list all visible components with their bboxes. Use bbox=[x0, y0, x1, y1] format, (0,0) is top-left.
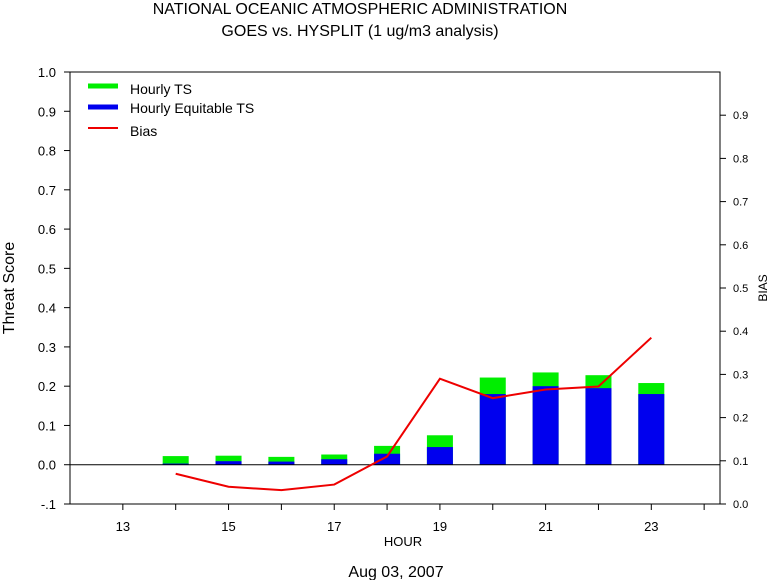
y-left-tick-label: 0.2 bbox=[38, 379, 56, 394]
x-tick-label: 21 bbox=[538, 519, 552, 534]
bar-ets bbox=[374, 453, 401, 465]
y-right-tick-label: 0.9 bbox=[733, 110, 748, 122]
bar-ets bbox=[426, 447, 453, 465]
bar-ets bbox=[638, 394, 665, 465]
y-right-tick-label: 0.7 bbox=[733, 197, 748, 209]
bar-ts bbox=[268, 456, 295, 465]
y-right-tick-label: 0.3 bbox=[733, 369, 748, 381]
bar-ets bbox=[532, 386, 559, 465]
y-left-tick-label: 0.4 bbox=[38, 301, 56, 316]
y-right-tick-label: 0.1 bbox=[733, 456, 748, 468]
y-left-tick-label: 0.1 bbox=[38, 418, 56, 433]
x-tick-label: 23 bbox=[644, 519, 658, 534]
bar-ets bbox=[268, 461, 295, 465]
y-left-tick-label: 0.9 bbox=[38, 104, 56, 119]
x-tick-label: 15 bbox=[221, 519, 235, 534]
bar-ets bbox=[479, 394, 506, 465]
y-axis-left-label: Threat Score bbox=[1, 242, 18, 335]
x-tick-label: 13 bbox=[116, 519, 130, 534]
date-label: Aug 03, 2007 bbox=[348, 564, 443, 580]
y-left-tick-label: 0.7 bbox=[38, 183, 56, 198]
plot-frame bbox=[69, 71, 721, 505]
y-right-tick-label: 0.5 bbox=[733, 283, 748, 295]
x-tick-label: 17 bbox=[327, 519, 341, 534]
y-right-tick-label: 0.8 bbox=[733, 153, 748, 165]
x-tick-label: 19 bbox=[433, 519, 447, 534]
y-left-tick-label: 0.8 bbox=[38, 144, 56, 159]
bar-ts bbox=[215, 455, 242, 465]
bars-group bbox=[162, 372, 665, 465]
bias-line bbox=[175, 336, 652, 492]
y-left-tick-label: 0.3 bbox=[38, 340, 56, 355]
y-left-tick-label: 1.0 bbox=[38, 65, 56, 80]
y-left-tick-label: 0.6 bbox=[38, 222, 56, 237]
legend-label-ts: Hourly TS bbox=[130, 81, 192, 97]
chart-subtitle: GOES vs. HYSPLIT (1 ug/m3 analysis) bbox=[221, 23, 498, 40]
bar-ets bbox=[321, 459, 348, 465]
bar-ets bbox=[162, 463, 189, 465]
bar-ets bbox=[215, 461, 242, 465]
y-axis-right-label: BIAS bbox=[756, 274, 767, 301]
y-right-tick-label: 0.0 bbox=[733, 499, 748, 511]
bar-ts bbox=[162, 456, 189, 465]
x-axis-label: HOUR bbox=[384, 534, 422, 549]
legend-label-ets: Hourly Equitable TS bbox=[130, 100, 254, 116]
bar-ets bbox=[585, 388, 612, 465]
y-left-tick-label: 0.5 bbox=[38, 261, 56, 276]
legend: Hourly TS Hourly Equitable TS Bias bbox=[88, 81, 254, 139]
y-right-tick-label: 0.6 bbox=[733, 240, 748, 252]
axes-group: -.1 0.0 0.1 0.2 0.3 0.4 0.5 0.6 0.7 0.8 0.9 1.0 0.0 0… bbox=[38, 65, 748, 534]
y-right-tick-label: 0.2 bbox=[733, 413, 748, 425]
chart-title: NATIONAL OCEANIC ATMOSPHERIC ADMINISTRAT… bbox=[153, 1, 568, 18]
legend-label-bias: Bias bbox=[130, 123, 157, 139]
y-left-tick-label: 0.0 bbox=[38, 458, 56, 473]
y-left-tick-label: -.1 bbox=[41, 497, 56, 512]
y-right-tick-label: 0.4 bbox=[733, 326, 748, 338]
